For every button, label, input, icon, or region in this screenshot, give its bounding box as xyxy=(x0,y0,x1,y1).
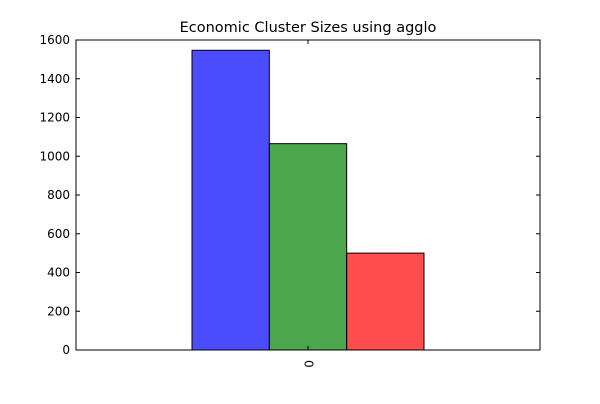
bar-series-1-0 xyxy=(268,143,348,351)
chart-title: Economic Cluster Sizes using agglo xyxy=(180,20,437,36)
bar-series-0-0 xyxy=(191,49,270,351)
x-tick-label: 0 xyxy=(302,360,316,368)
y-tick-label: 1000 xyxy=(39,149,70,163)
y-axis: 0 200 400 600 800 1000 1200 1400 1600 xyxy=(39,33,540,357)
y-tick-label: 600 xyxy=(47,227,70,241)
y-tick-label: 1200 xyxy=(39,111,70,125)
y-tick-label: 0 xyxy=(62,343,70,357)
y-tick-label: 1400 xyxy=(39,72,70,86)
y-tick-label: 200 xyxy=(47,304,70,318)
y-tick-label: 1600 xyxy=(39,33,70,47)
y-tick-label: 800 xyxy=(47,188,70,202)
bars-group xyxy=(191,49,425,351)
x-axis: 0 xyxy=(302,40,316,368)
plot-frame xyxy=(75,39,541,351)
bar-series-2-0 xyxy=(346,252,425,351)
y-tick-label: 400 xyxy=(47,266,70,280)
